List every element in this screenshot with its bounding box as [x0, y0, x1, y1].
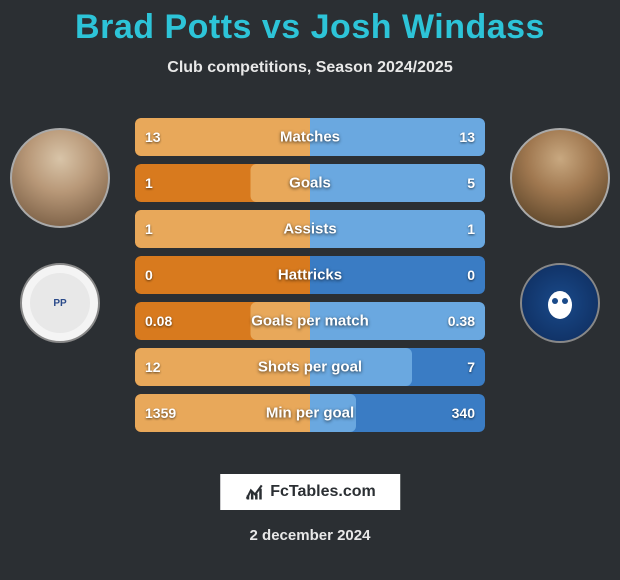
- site-name: FcTables.com: [270, 483, 376, 501]
- player-left-avatar: [10, 128, 110, 228]
- stat-value-left: 13: [145, 129, 161, 145]
- club-left-crest-inner: PP: [30, 273, 90, 333]
- stat-label: Assists: [283, 221, 336, 238]
- stat-row: 0.08 0.38 Goals per match: [135, 302, 485, 340]
- footer-date: 2 december 2024: [0, 527, 620, 544]
- stat-row: 13 13 Matches: [135, 118, 485, 156]
- owl-icon: [540, 283, 580, 323]
- page-subtitle: Club competitions, Season 2024/2025: [0, 47, 620, 77]
- stat-value-left: 1: [145, 221, 153, 237]
- page-title: Brad Potts vs Josh Windass: [0, 0, 620, 47]
- stat-row: 1 1 Assists: [135, 210, 485, 248]
- chart-icon: [244, 482, 264, 502]
- stat-value-right: 1: [467, 221, 475, 237]
- stat-row: 1 5 Goals: [135, 164, 485, 202]
- club-left-crest: PP: [20, 263, 100, 343]
- club-right-crest-inner: [530, 273, 590, 333]
- stat-value-left: 1359: [145, 405, 176, 421]
- stat-value-right: 340: [452, 405, 475, 421]
- stat-value-left: 1: [145, 175, 153, 191]
- site-logo: FcTables.com: [220, 474, 400, 510]
- stat-value-left: 12: [145, 359, 161, 375]
- stat-label: Matches: [280, 129, 340, 146]
- bar-fill-right: [310, 164, 485, 202]
- stat-value-left: 0: [145, 267, 153, 283]
- stat-label: Goals: [289, 175, 331, 192]
- stat-row: 12 7 Shots per goal: [135, 348, 485, 386]
- stat-value-left: 0.08: [145, 313, 172, 329]
- stat-label: Min per goal: [266, 405, 354, 422]
- stat-value-right: 0.38: [448, 313, 475, 329]
- stat-value-right: 5: [467, 175, 475, 191]
- stat-value-right: 0: [467, 267, 475, 283]
- stat-label: Shots per goal: [258, 359, 362, 376]
- stat-label: Goals per match: [251, 313, 369, 330]
- comparison-bars: 13 13 Matches 1 5 Goals 1 1 Assists 0 0 Hattricks 0.…: [135, 118, 485, 440]
- club-right-crest: [520, 263, 600, 343]
- stat-row: 1359 340 Min per goal: [135, 394, 485, 432]
- stat-value-right: 13: [459, 129, 475, 145]
- stat-label: Hattricks: [278, 267, 342, 284]
- stat-value-right: 7: [467, 359, 475, 375]
- player-right-avatar: [510, 128, 610, 228]
- stat-row: 0 0 Hattricks: [135, 256, 485, 294]
